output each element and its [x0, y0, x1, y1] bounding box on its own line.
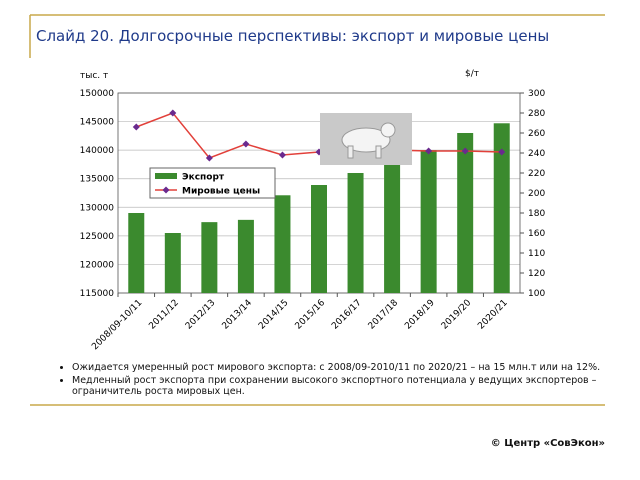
- bar: [347, 173, 364, 293]
- y2-tick-label: 300: [528, 89, 545, 99]
- bar: [457, 133, 474, 293]
- y2-tick-label: 200: [528, 189, 545, 199]
- y-tick-label: 125000: [80, 232, 115, 242]
- x-tick-label: 2017/18: [367, 298, 401, 332]
- y2-axis-label: $/т: [465, 69, 479, 79]
- marker: [425, 147, 433, 155]
- x-tick-label: 2011/12: [147, 298, 181, 332]
- y-tick-label: 150000: [80, 89, 115, 99]
- plot: 115000 120000 125000 130000 135000 140000 1450…: [80, 89, 546, 352]
- bar: [311, 185, 327, 293]
- bar: [237, 219, 254, 293]
- y-tick-label: 120000: [80, 260, 115, 270]
- bear-head: [380, 122, 396, 138]
- x-tick-label: 2013/14: [221, 298, 255, 332]
- marker: [169, 109, 177, 117]
- x-tick-label: 2008/09-10/11: [90, 298, 144, 352]
- marker: [278, 151, 286, 159]
- x-tick-label: 2015/16: [294, 298, 328, 332]
- bar: [420, 150, 437, 293]
- marker: [498, 148, 506, 156]
- y2-tick-label: 180: [528, 209, 545, 219]
- x-tick-label: 2018/19: [403, 298, 437, 332]
- marker: [242, 140, 250, 148]
- y-tick-label: 130000: [80, 203, 115, 213]
- x-tick-label: 2012/13: [184, 298, 218, 332]
- x-tick-label: 2020/21: [476, 298, 510, 332]
- bar: [128, 213, 145, 293]
- y2-tick-label: 120: [528, 269, 545, 279]
- y-tick-label: 145000: [80, 118, 115, 128]
- y2-tick-label: 160: [528, 229, 545, 239]
- bar: [384, 163, 401, 293]
- y-axis-label: тыс. т: [80, 71, 108, 81]
- y-tick-label: 115000: [80, 289, 115, 299]
- legend: Экспорт Мировые цены: [149, 167, 276, 199]
- y2-tick-label: 240: [528, 149, 545, 159]
- y2-tick-label: 260: [528, 129, 545, 139]
- legend-label: Экспорт: [182, 173, 225, 183]
- marker: [132, 123, 140, 131]
- legend-swatch: [155, 173, 177, 179]
- y-tick-label: 140000: [80, 146, 115, 156]
- bullet-list: Ожидается умеренный рост мирового экспор…: [60, 362, 617, 399]
- y2-tick-label: 110: [528, 249, 545, 259]
- bear-picture: [320, 113, 412, 165]
- y2-tick-label: 220: [528, 169, 545, 179]
- bar: [493, 123, 510, 294]
- x-tick-label: 2014/15: [257, 298, 291, 332]
- x-tick-label: 2019/20: [440, 298, 474, 332]
- bullet: Ожидается умеренный рост мирового экспор…: [72, 362, 617, 373]
- bear-leg: [375, 145, 382, 159]
- x-tick-label: 2016/17: [330, 298, 364, 332]
- bar: [164, 233, 181, 293]
- y2-tick-label: 280: [528, 109, 545, 119]
- bar: [274, 195, 291, 293]
- marker: [205, 154, 213, 162]
- slide-title: Слайд 20. Долгосрочные перспективы: эксп…: [36, 27, 549, 45]
- legend-label: Мировые цены: [182, 187, 260, 197]
- y-tick-label: 135000: [80, 175, 115, 185]
- legend-marker: [162, 186, 170, 194]
- bar: [201, 222, 218, 293]
- y2-tick-label: 100: [528, 289, 545, 299]
- bear-leg: [347, 145, 354, 159]
- footer: © Центр «СовЭкон»: [490, 438, 605, 449]
- bullet: Медленный рост экспорта при сохранении в…: [72, 375, 617, 397]
- marker: [461, 147, 469, 155]
